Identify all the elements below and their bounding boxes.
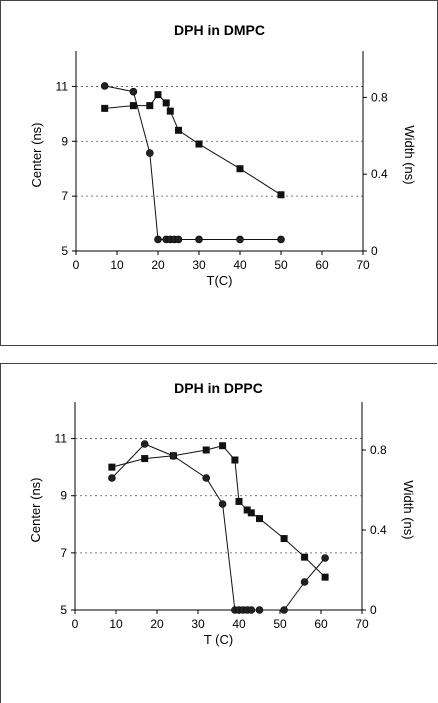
y2-tick-label: 0.4 [371,167,388,181]
data-point-circle [236,235,244,244]
data-point-circle [277,235,285,244]
x-tick-label: 0 [73,258,80,272]
data-point-square [243,506,251,514]
x-tick-label: 30 [192,258,206,272]
x-tick-label: 50 [273,617,287,631]
y-axis-label: Center (ns) [29,122,44,187]
data-point-square [202,446,210,454]
data-point-square [175,126,182,134]
data-point-square [236,165,244,173]
x-tick-label: 40 [232,617,246,631]
x-tick-label: 60 [314,617,328,631]
y2-tick-label: 0.8 [370,443,387,457]
data-point-square [154,91,162,99]
y-tick-label: 11 [56,79,69,93]
y2-tick-label: 0 [371,244,378,258]
data-point-circle [202,474,210,482]
y2-tick-label: 0.8 [371,90,388,104]
chart-dppc: DPH in DPPC 0 10 20 30 40 50 60 70 5 7 9 11 0 0.4 0.8 T … [28,380,416,647]
data-point-circle [100,82,109,90]
data-point-square [141,455,149,463]
data-point-circle [247,606,256,614]
y2-axis-label: Width (ns) [401,480,416,539]
data-point-circle [255,606,264,614]
x-tick-label: 70 [355,617,369,631]
data-point-square [301,553,309,561]
y-tick-label: 9 [61,134,68,148]
data-point-square [219,442,227,450]
data-point-square [247,509,255,517]
x-axis-label: T (C) [204,632,233,647]
x-tick-label: 10 [110,258,124,272]
data-point-square [146,102,154,110]
data-point-square [231,456,239,464]
data-point-square [280,535,288,543]
x-tick-label: 20 [151,258,165,272]
y-tick-label: 9 [60,489,67,503]
chart-panel-dppc: DPH in DPPC 0 10 20 30 40 50 60 70 5 7 9 11 0 0.4 0.8 T … [0,346,438,703]
chart-dmpc: DPH in DMPC 0 10 20 30 40 50 60 70 5 7 9 11 0 0.4 0.8 T(… [29,22,417,288]
data-point-circle [129,87,138,96]
x-axis-label: T(C) [207,273,233,288]
data-point-circle [174,235,183,244]
data-point-circle [195,235,203,244]
data-point-square [108,463,116,471]
y-tick-label: 11 [55,432,68,446]
x-tick-label: 30 [191,617,205,631]
data-point-circle [154,235,162,244]
x-tick-label: 70 [356,258,370,272]
x-tick-label: 50 [274,258,288,272]
y-tick-label: 5 [61,244,68,258]
data-point-circle [321,554,329,562]
data-point-square [235,497,243,505]
data-point-square [101,104,109,112]
y2-tick-label: 0 [370,603,377,617]
x-tick-label: 60 [315,258,329,272]
data-point-square [256,515,263,523]
y2-tick-label: 0.4 [370,523,387,537]
data-point-square [277,191,285,199]
chart-title: DPH in DMPC [174,22,265,38]
x-tick-label: 20 [150,617,164,631]
chart-panel-dmpc: DPH in DMPC 0 10 20 30 40 50 60 70 5 7 9 11 0 0.4 0.8 T(… [0,0,438,346]
data-point-square [129,102,137,110]
x-tick-label: 10 [109,617,123,631]
data-point-square [321,573,329,581]
y-tick-label: 5 [60,603,67,617]
data-point-square [162,99,170,107]
data-point-circle [300,578,309,586]
y-axis-label: Center (ns) [28,477,43,542]
y-tick-label: 7 [61,189,68,203]
y2-axis-label: Width (ns) [402,125,417,184]
data-point-circle [140,440,149,448]
x-tick-label: 0 [72,617,79,631]
data-point-circle [218,500,227,508]
y-tick-label: 7 [60,546,67,560]
data-point-circle [146,149,154,157]
series-line-circle [111,443,326,611]
data-point-circle [108,474,116,482]
data-point-circle [169,452,178,460]
series-line-square [111,445,326,578]
data-point-circle [280,606,288,614]
data-point-square [166,107,174,115]
chart-frame-dppc [0,363,437,703]
series-line-square [104,93,282,196]
chart-title: DPH in DPPC [174,380,263,396]
x-tick-label: 40 [233,258,247,272]
data-point-square [195,140,203,148]
